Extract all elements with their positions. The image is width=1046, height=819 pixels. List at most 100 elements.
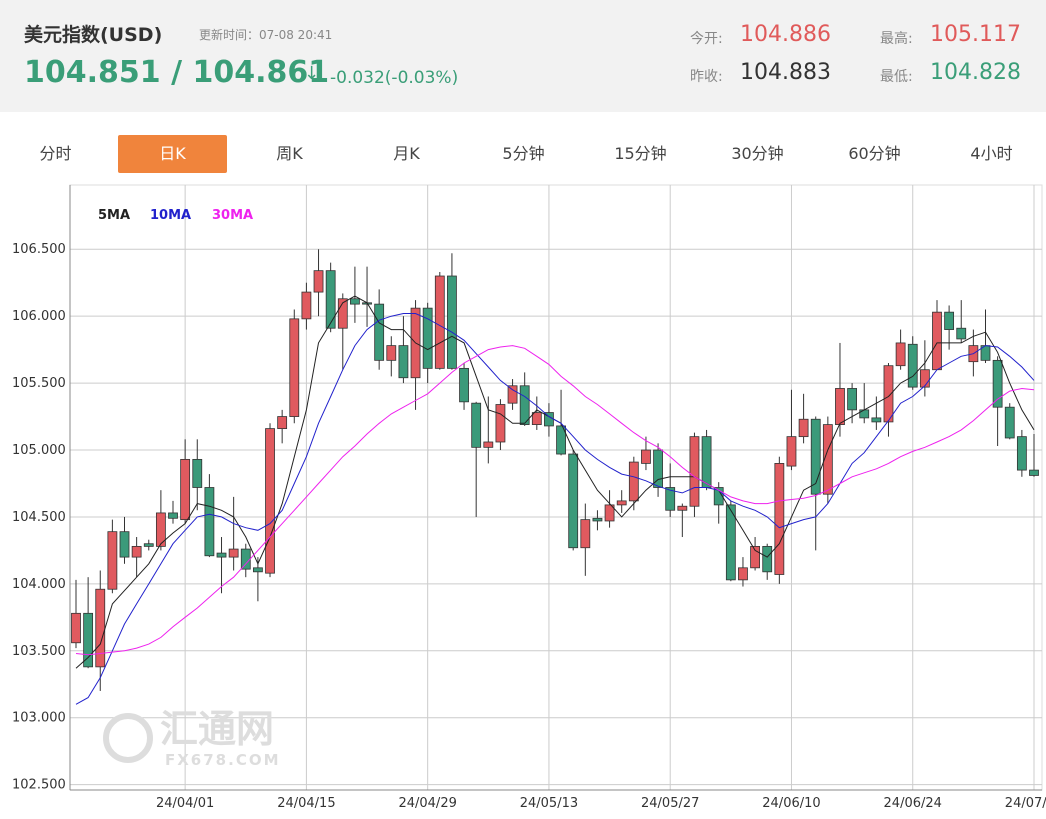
ma-line [75,345,1035,656]
candle-body [725,504,736,581]
candle-body [83,612,94,668]
candle-body [944,311,955,330]
legend-entry: 30MA [212,208,253,223]
candle-body [592,517,603,522]
price: 104.851 / 104.861 [24,55,330,90]
y-tick-label: 104.000 [12,577,66,592]
candle-body [192,458,203,488]
candle-body [155,512,166,547]
update-time: 更新时间：07-08 20:41 [199,28,333,42]
y-tick-label: 104.500 [12,510,66,525]
candle-body [386,345,397,361]
candle-body [847,388,858,411]
candle-body [1004,406,1015,439]
candle-body [786,436,797,467]
tab[interactable]: 4小时 [970,144,1013,163]
candle-body [568,453,579,549]
candle-body [641,449,651,464]
candle-body [350,298,360,305]
y-tick-label: 106.000 [12,309,66,324]
candle-body [507,385,518,404]
y-tick-label: 102.500 [12,778,66,793]
chart: 102.500 103.000 103.500 104.000 104.500 105.0… [12,184,1046,811]
y-tick-label: 106.500 [12,242,66,257]
candle-body [95,588,106,668]
x-tick-label: 24/07/08 [1005,796,1046,811]
y-tick-label: 103.000 [12,711,66,726]
candle-body [883,365,894,423]
candle-body [495,404,506,443]
stat-label: 今开: [690,31,723,47]
stat-value: 104.886 [740,22,831,47]
candle-body [374,303,385,361]
stat-label: 昨收: [690,69,723,85]
candle-body [1029,469,1039,476]
candle-body [919,369,930,388]
candle-body [628,461,639,502]
tab[interactable]: 5分钟 [502,144,545,163]
candle-body [774,463,785,575]
stat-value: 104.828 [930,60,1021,85]
candle-body [701,436,712,488]
candle-body [556,425,566,455]
plot-frame [69,184,1043,791]
y-tick-label: 105.000 [12,443,66,458]
tab[interactable]: 日K [118,135,227,173]
candle-body [168,512,178,519]
candle-body [665,487,676,511]
change: -0.032(-0.03%) [330,68,459,88]
candle-body [738,567,748,581]
candle-body [422,307,433,369]
candle-body [519,385,530,425]
candle-body [871,417,882,423]
candle-body [835,388,845,425]
stat-label: 最低: [880,69,913,85]
tab[interactable]: 30分钟 [731,144,784,163]
candle-body [216,552,227,558]
stat-value: 105.117 [930,22,1021,47]
candle-body [313,270,324,293]
ma-line [75,295,1035,669]
x-tick-label: 24/06/24 [884,796,942,811]
candle-body [240,548,251,570]
tab[interactable]: 60分钟 [848,144,901,163]
candle-body [713,487,724,506]
candle-body [337,298,348,329]
candle-body [459,367,469,403]
stat-label: 最高: [880,31,913,47]
candle-body [434,275,445,369]
tab[interactable]: 周K [276,144,303,163]
candle-body [228,548,239,558]
candle-body [750,545,760,569]
stat-value: 104.883 [740,60,831,85]
candle-body [580,519,591,549]
candle-body [616,500,627,506]
tab[interactable]: 15分钟 [614,144,667,163]
candle-body [895,342,906,367]
candle-body [325,270,336,329]
arrow: ↓ [304,63,320,84]
watermark: 汇通网 [160,707,274,751]
candle-body [762,545,773,573]
candle-body [289,318,300,417]
candle-body [907,343,918,388]
tab[interactable]: 分时 [39,144,72,163]
watermark-logo [103,713,153,763]
candle-body [653,449,663,488]
ma-line [75,313,1035,705]
candle-body [301,291,312,320]
x-tick-label: 24/05/27 [641,796,699,811]
candle-body [204,487,215,557]
candle-body [119,531,130,558]
x-tick-label: 24/04/15 [277,796,335,811]
y-tick-label: 103.500 [12,644,66,659]
title: 美元指数(USD) [24,24,163,46]
y-tick-label: 105.500 [12,376,66,391]
candle-body [992,359,1003,408]
candle-body [277,416,288,430]
candle-body [471,402,482,448]
candle-body [107,531,118,590]
tab[interactable]: 月K [393,144,420,163]
legend-entry: 5MA [98,208,130,223]
